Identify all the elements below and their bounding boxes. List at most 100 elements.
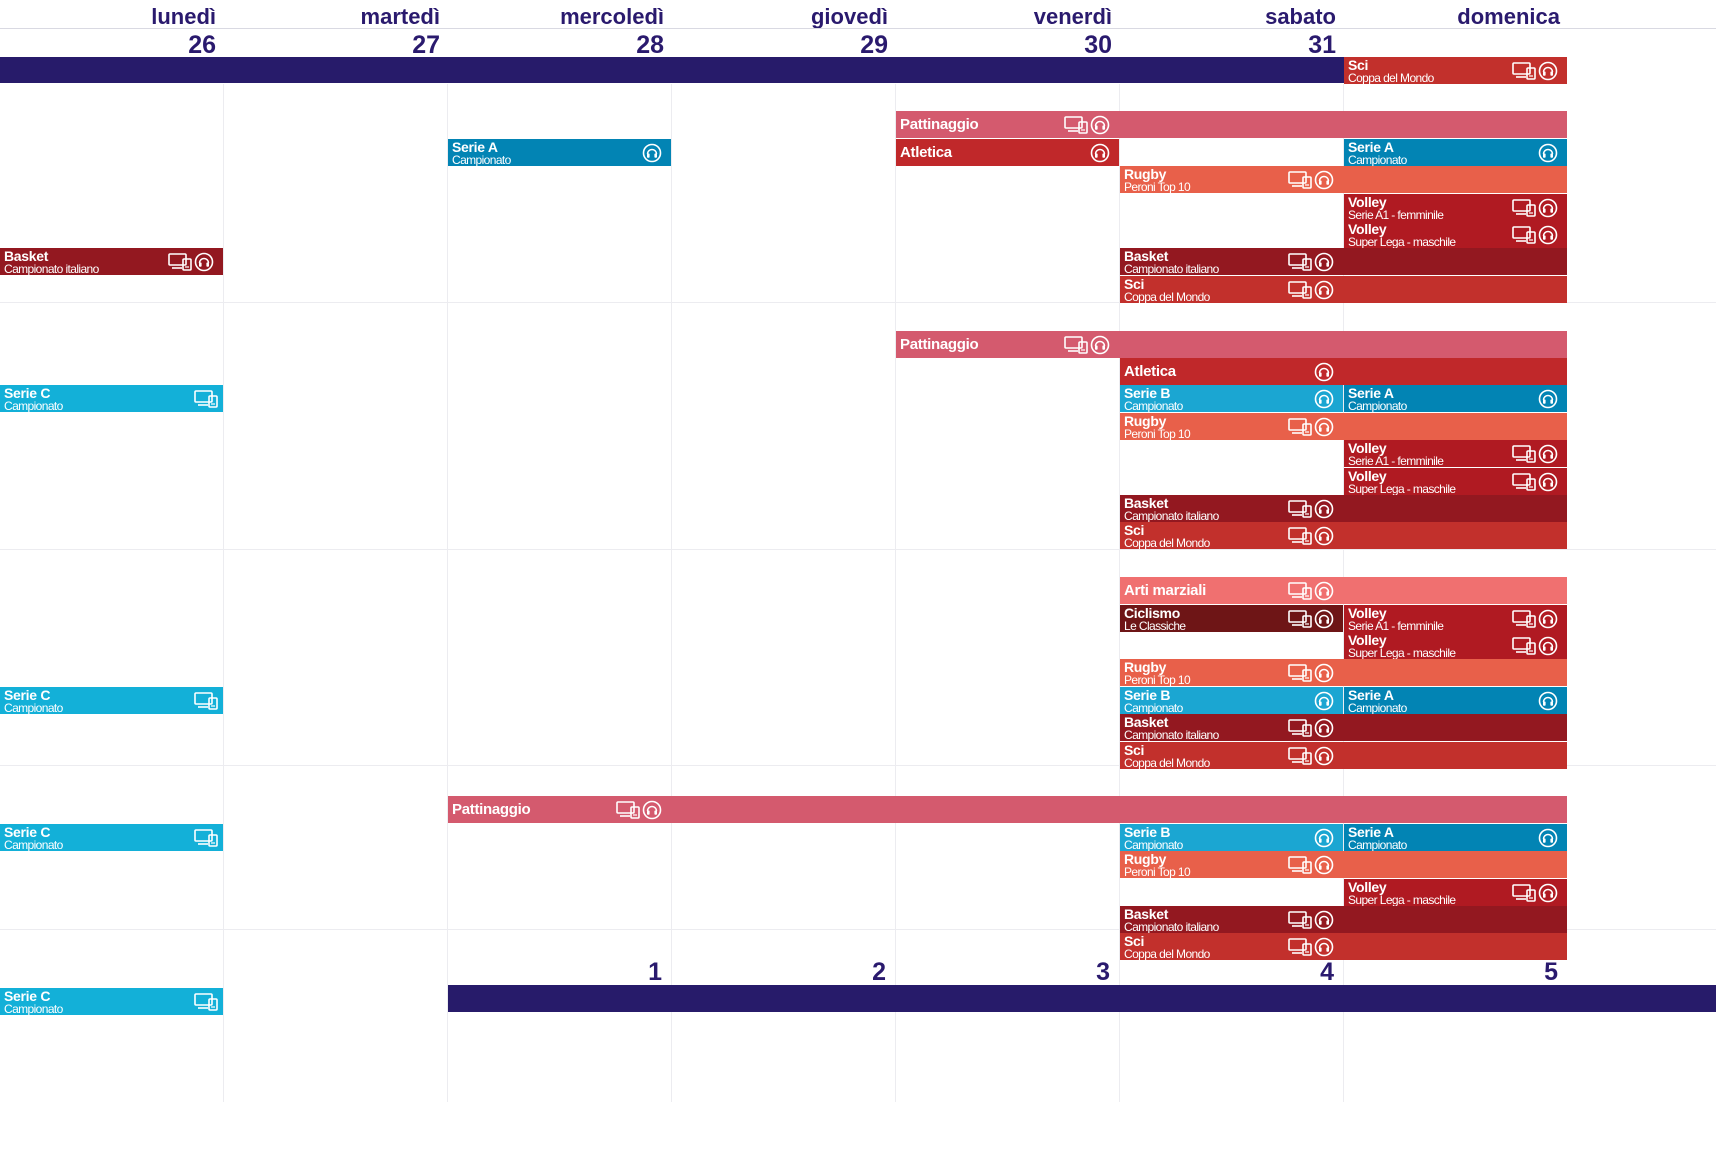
event-icons <box>1288 742 1334 769</box>
headset-icon <box>1538 883 1558 903</box>
tv-icon <box>1512 884 1536 902</box>
event-icons <box>1512 468 1558 495</box>
event-sci[interactable]: Sci Coppa del Mondo <box>1120 276 1567 303</box>
headset-icon <box>1314 910 1334 930</box>
event-serie-b[interactable]: Serie B Campionato <box>1120 824 1343 851</box>
event-subtitle: Super Lega - maschile <box>1348 646 1456 659</box>
event-icons <box>1512 57 1558 84</box>
event-basket[interactable]: Basket Campionato italiano <box>1120 906 1567 933</box>
event-serie-c[interactable]: Serie C Campionato <box>0 988 223 1015</box>
tv-icon <box>616 801 640 819</box>
week-bar <box>448 985 1716 1012</box>
headset-icon <box>1538 444 1558 464</box>
event-rugby[interactable]: Rugby Peroni Top 10 <box>1120 659 1567 686</box>
event-atletica[interactable]: Atletica <box>896 139 1119 166</box>
event-basket[interactable]: Basket Campionato italiano <box>0 248 223 275</box>
headset-icon <box>1314 417 1334 437</box>
event-sci[interactable]: Sci Coppa del Mondo <box>1120 522 1567 549</box>
event-icons <box>1512 632 1558 659</box>
event-serie-c[interactable]: Serie C Campionato <box>0 385 223 412</box>
headset-icon <box>642 143 662 163</box>
tv-icon <box>1288 582 1312 600</box>
event-rugby[interactable]: Rugby Peroni Top 10 <box>1120 166 1567 193</box>
event-title: Sci <box>1124 276 1145 292</box>
event-title: Serie A <box>452 139 498 155</box>
event-basket[interactable]: Basket Campionato italiano <box>1120 714 1567 741</box>
event-volley[interactable]: Volley Serie A1 - femminile <box>1344 605 1567 632</box>
headset-icon <box>1314 746 1334 766</box>
event-serie-c[interactable]: Serie C Campionato <box>0 687 223 714</box>
event-title: Rugby <box>1124 659 1167 675</box>
date-number: 28 <box>636 31 664 59</box>
event-title: Sci <box>1124 933 1145 949</box>
event-serie-b[interactable]: Serie B Campionato <box>1120 687 1343 714</box>
event-title: Basket <box>1124 714 1169 730</box>
headset-icon <box>1314 170 1334 190</box>
date-number: 26 <box>188 31 216 59</box>
tv-icon <box>1064 116 1088 134</box>
event-title: Volley <box>1348 468 1387 484</box>
event-volley[interactable]: Volley Serie A1 - femminile <box>1344 440 1567 467</box>
event-subtitle: Super Lega - maschile <box>1348 482 1456 495</box>
headset-icon <box>1314 718 1334 738</box>
tv-icon <box>1288 747 1312 765</box>
event-subtitle: Le Classiche <box>1124 619 1186 632</box>
event-title: Ciclismo <box>1124 605 1180 621</box>
event-serie-a[interactable]: Serie A Campionato <box>1344 139 1567 166</box>
event-icons <box>194 824 218 851</box>
event-icons <box>194 385 218 412</box>
event-serie-a[interactable]: Serie A Campionato <box>1344 385 1567 412</box>
event-pattinaggio[interactable]: Pattinaggio <box>448 796 1567 823</box>
event-volley[interactable]: Volley Super Lega - maschile <box>1344 468 1567 495</box>
event-serie-a[interactable]: Serie A Campionato <box>1344 824 1567 851</box>
event-pattinaggio[interactable]: Pattinaggio <box>896 111 1567 138</box>
event-volley[interactable]: Volley Super Lega - maschile <box>1344 632 1567 659</box>
weekday-label: venerdì <box>1033 4 1112 29</box>
event-rugby[interactable]: Rugby Peroni Top 10 <box>1120 413 1567 440</box>
headset-icon <box>1314 280 1334 300</box>
event-atletica[interactable]: Atletica <box>1120 358 1567 385</box>
event-subtitle: Peroni Top 10 <box>1124 673 1191 686</box>
event-serie-b[interactable]: Serie B Campionato <box>1120 385 1343 412</box>
event-serie-a[interactable]: Serie A Campionato <box>448 139 671 166</box>
event-subtitle: Peroni Top 10 <box>1124 427 1191 440</box>
column-divider <box>895 84 896 1102</box>
event-pattinaggio[interactable]: Pattinaggio <box>896 331 1567 358</box>
event-volley[interactable]: Volley Super Lega - maschile <box>1344 221 1567 248</box>
event-volley[interactable]: Volley Super Lega - maschile <box>1344 879 1567 906</box>
event-ciclismo[interactable]: Ciclismo Le Classiche <box>1120 605 1343 632</box>
event-subtitle: Campionato <box>4 838 63 851</box>
headset-icon <box>1538 472 1558 492</box>
event-rugby[interactable]: Rugby Peroni Top 10 <box>1120 851 1567 878</box>
event-icons <box>1538 687 1558 714</box>
event-icons <box>1288 851 1334 878</box>
header-divider <box>0 28 1716 29</box>
tv-icon <box>1288 719 1312 737</box>
column-divider <box>447 84 448 1102</box>
event-sci[interactable]: Sci Coppa del Mondo <box>1120 933 1567 960</box>
headset-icon <box>1538 225 1558 245</box>
event-icons <box>1288 933 1334 960</box>
event-serie-c[interactable]: Serie C Campionato <box>0 824 223 851</box>
event-subtitle: Coppa del Mondo <box>1124 536 1210 549</box>
event-arti-marziali[interactable]: Arti marziali <box>1120 577 1567 604</box>
event-title: Serie B <box>1124 385 1171 401</box>
event-sci[interactable]: Sci Coppa del Mondo <box>1344 57 1567 84</box>
event-title: Volley <box>1348 879 1387 895</box>
event-basket[interactable]: Basket Campionato italiano <box>1120 495 1567 522</box>
event-basket[interactable]: Basket Campionato italiano <box>1120 248 1567 275</box>
event-icons <box>1512 221 1558 248</box>
event-subtitle: Serie A1 - femminile <box>1348 619 1444 632</box>
headset-icon <box>1538 636 1558 656</box>
event-volley[interactable]: Volley Serie A1 - femminile <box>1344 194 1567 221</box>
tv-icon <box>194 993 218 1011</box>
headset-icon <box>1314 663 1334 683</box>
tv-icon <box>1288 938 1312 956</box>
tv-icon <box>1512 445 1536 463</box>
event-sci[interactable]: Sci Coppa del Mondo <box>1120 742 1567 769</box>
event-title: Rugby <box>1124 166 1167 182</box>
event-serie-a[interactable]: Serie A Campionato <box>1344 687 1567 714</box>
event-title: Rugby <box>1124 851 1167 867</box>
weekday-label: mercoledì <box>560 4 664 29</box>
